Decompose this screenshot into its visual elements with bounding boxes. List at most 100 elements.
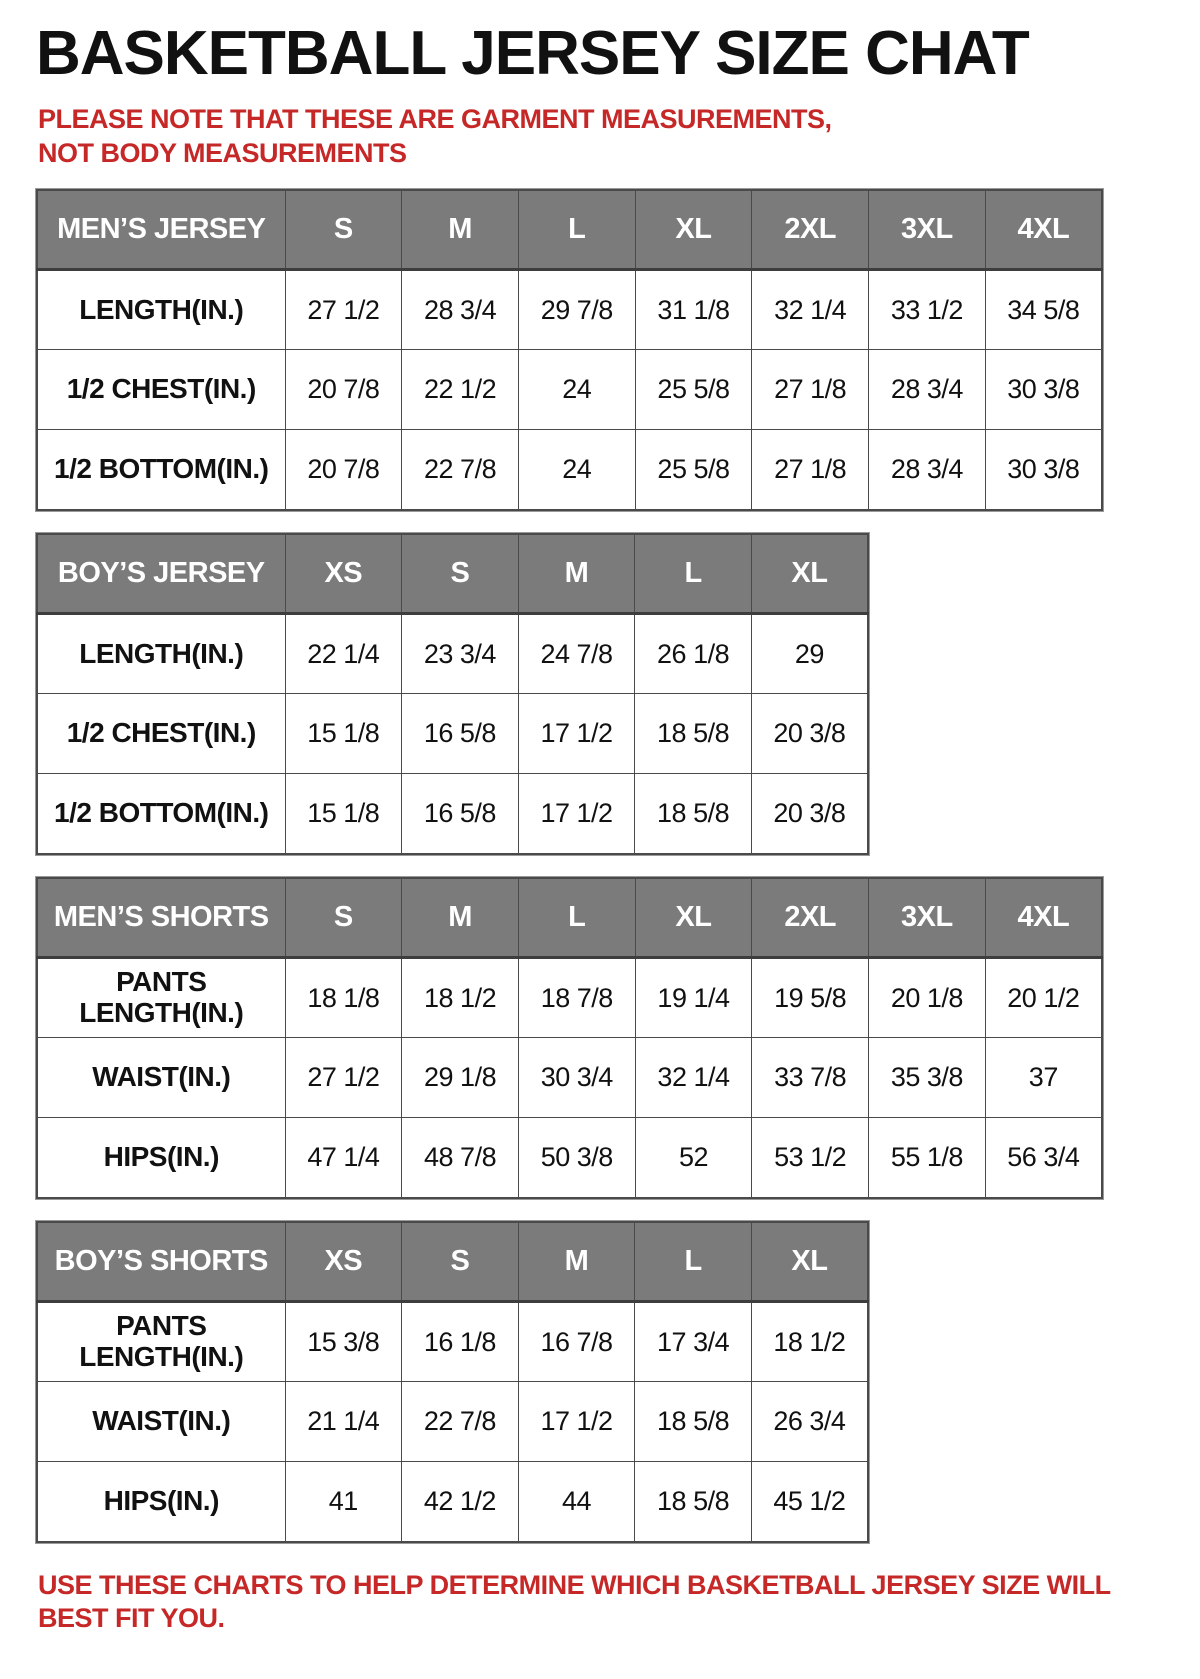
size-value-cell: 20 1/2 <box>984 957 1103 1038</box>
size-value-cell: 17 3/4 <box>634 1301 752 1382</box>
size-value-cell: 20 1/8 <box>868 957 986 1038</box>
row-label: HIPS(IN.) <box>36 1461 286 1542</box>
size-value-cell: 24 <box>517 429 636 510</box>
column-header-xs: XS <box>284 1221 403 1303</box>
size-value-cell: 30 3/8 <box>984 349 1103 430</box>
size-value-cell: 22 1/4 <box>284 613 403 694</box>
size-value-cell: 25 5/8 <box>634 349 753 430</box>
top-note: PLEASE NOTE THAT THESE ARE GARMENT MEASU… <box>38 104 832 168</box>
size-value-cell: 32 1/4 <box>751 269 870 350</box>
column-header-s: S <box>401 533 519 615</box>
table-title-cell: BOY’S JERSEY <box>36 533 286 615</box>
table-row: 1/2 CHEST(IN.) 20 7/8 22 1/2 24 25 5/8 27 1/8… <box>36 349 1103 430</box>
column-header-xs: XS <box>284 533 403 615</box>
size-value-cell: 42 1/2 <box>401 1461 519 1542</box>
bottom-note: USE THESE CHARTS TO HELP DETERMINE WHICH… <box>38 1569 1111 1634</box>
column-header-s: S <box>284 877 403 959</box>
size-value-cell: 18 5/8 <box>634 1461 752 1542</box>
size-value-cell: 29 1/8 <box>401 1037 519 1118</box>
table-row: WAIST(IN.) 21 1/4 22 7/8 17 1/2 18 5/8 26 3/4 <box>36 1381 869 1462</box>
size-table-boys-shorts: BOY’S SHORTS XS S M L XL PANTS LENGTH(IN.) 15 3/… <box>36 1220 869 1543</box>
table-title-cell: MEN’S JERSEY <box>36 189 286 271</box>
table-row: 1/2 BOTTOM(IN.) 20 7/8 22 7/8 24 25 5/8 27 1/… <box>36 429 1103 510</box>
size-value-cell: 25 5/8 <box>634 429 753 510</box>
size-value-cell: 18 1/2 <box>750 1301 869 1382</box>
table-row: PANTS LENGTH(IN.) 18 1/8 18 1/2 18 7/8 19 1/4… <box>36 957 1103 1038</box>
size-value-cell: 15 1/8 <box>284 773 403 854</box>
size-value-cell: 44 <box>517 1461 636 1542</box>
size-value-cell: 56 3/4 <box>984 1117 1103 1198</box>
size-value-cell: 30 3/4 <box>517 1037 636 1118</box>
column-header-xl: XL <box>634 189 753 271</box>
column-header-4xl: 4XL <box>984 189 1103 271</box>
size-value-cell: 47 1/4 <box>284 1117 403 1198</box>
size-value-cell: 22 1/2 <box>401 349 519 430</box>
size-value-cell: 32 1/4 <box>634 1037 753 1118</box>
table-row: HIPS(IN.) 47 1/4 48 7/8 50 3/8 52 53 1/2 55 1/… <box>36 1117 1103 1198</box>
size-value-cell: 22 7/8 <box>401 429 519 510</box>
table-row: WAIST(IN.) 27 1/2 29 1/8 30 3/4 32 1/4 33 7/8… <box>36 1037 1103 1118</box>
size-value-cell: 20 7/8 <box>284 349 403 430</box>
size-value-cell: 52 <box>634 1117 753 1198</box>
size-value-cell: 19 1/4 <box>634 957 753 1038</box>
row-label: WAIST(IN.) <box>36 1381 286 1462</box>
size-value-cell: 18 5/8 <box>634 1381 752 1462</box>
column-header-l: L <box>634 533 752 615</box>
size-value-cell: 19 5/8 <box>751 957 870 1038</box>
size-value-cell: 18 5/8 <box>634 773 752 854</box>
column-header-2xl: 2XL <box>751 189 870 271</box>
size-value-cell: 16 5/8 <box>401 693 519 774</box>
size-value-cell: 26 1/8 <box>634 613 752 694</box>
row-label: LENGTH(IN.) <box>36 269 286 350</box>
header-row: BOY’S SHORTS XS S M L XL <box>36 1221 869 1303</box>
size-value-cell: 29 7/8 <box>517 269 636 350</box>
size-value-cell: 28 3/4 <box>868 349 986 430</box>
size-value-cell: 29 <box>750 613 869 694</box>
size-value-cell: 48 7/8 <box>401 1117 519 1198</box>
size-value-cell: 33 7/8 <box>751 1037 870 1118</box>
size-value-cell: 21 1/4 <box>284 1381 403 1462</box>
size-value-cell: 28 3/4 <box>401 269 519 350</box>
size-value-cell: 16 5/8 <box>401 773 519 854</box>
size-value-cell: 27 1/2 <box>284 269 403 350</box>
row-label: 1/2 BOTTOM(IN.) <box>36 773 286 854</box>
row-label: 1/2 CHEST(IN.) <box>36 349 286 430</box>
header-row: BOY’S JERSEY XS S M L XL <box>36 533 869 615</box>
column-header-xl: XL <box>634 877 753 959</box>
column-header-m: M <box>517 1221 636 1303</box>
row-label: 1/2 CHEST(IN.) <box>36 693 286 774</box>
column-header-m: M <box>401 189 519 271</box>
column-header-s: S <box>401 1221 519 1303</box>
size-value-cell: 30 3/8 <box>984 429 1103 510</box>
size-value-cell: 34 5/8 <box>984 269 1103 350</box>
row-label: LENGTH(IN.) <box>36 613 286 694</box>
size-value-cell: 18 1/2 <box>401 957 519 1038</box>
size-value-cell: 33 1/2 <box>868 269 986 350</box>
size-value-cell: 22 7/8 <box>401 1381 519 1462</box>
size-value-cell: 27 1/2 <box>284 1037 403 1118</box>
row-label: PANTS LENGTH(IN.) <box>36 957 286 1038</box>
size-value-cell: 24 <box>517 349 636 430</box>
column-header-l: L <box>517 877 636 959</box>
size-table-boys-jersey: BOY’S JERSEY XS S M L XL LENGTH(IN.) 22 1/4 23 3… <box>36 532 869 855</box>
table-row: 1/2 BOTTOM(IN.) 15 1/8 16 5/8 17 1/2 18 5/8 2… <box>36 773 869 854</box>
column-header-l: L <box>517 189 636 271</box>
column-header-xl: XL <box>750 533 869 615</box>
header-row: MEN’S JERSEY S M L XL 2XL 3XL 4XL <box>36 189 1103 271</box>
column-header-xl: XL <box>750 1221 869 1303</box>
size-value-cell: 20 7/8 <box>284 429 403 510</box>
size-value-cell: 41 <box>284 1461 403 1542</box>
size-value-cell: 17 1/2 <box>517 773 636 854</box>
size-value-cell: 24 7/8 <box>517 613 636 694</box>
size-value-cell: 50 3/8 <box>517 1117 636 1198</box>
table-row: 1/2 CHEST(IN.) 15 1/8 16 5/8 17 1/2 18 5/8 20… <box>36 693 869 774</box>
row-label: HIPS(IN.) <box>36 1117 286 1198</box>
size-value-cell: 16 7/8 <box>517 1301 636 1382</box>
column-header-s: S <box>284 189 403 271</box>
size-value-cell: 23 3/4 <box>401 613 519 694</box>
size-value-cell: 28 3/4 <box>868 429 986 510</box>
size-value-cell: 37 <box>984 1037 1103 1118</box>
size-value-cell: 18 1/8 <box>284 957 403 1038</box>
row-label: 1/2 BOTTOM(IN.) <box>36 429 286 510</box>
